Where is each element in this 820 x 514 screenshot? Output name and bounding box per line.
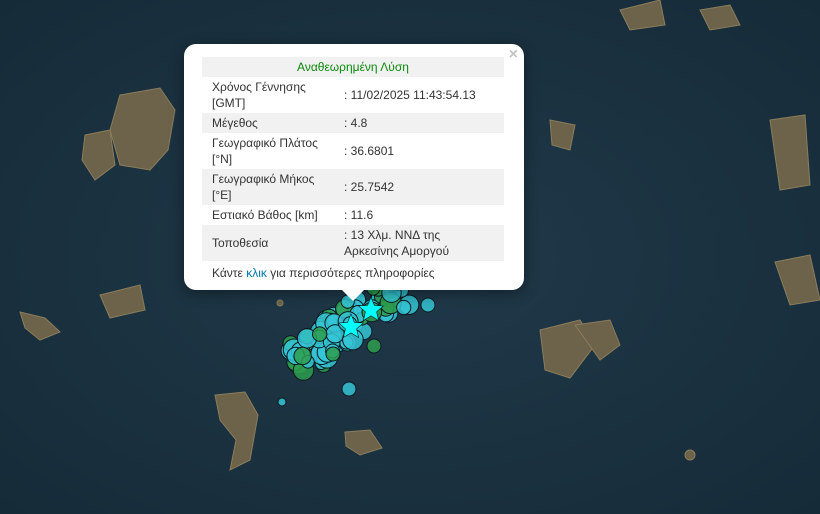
event-marker[interactable]	[341, 381, 357, 397]
island-east	[574, 319, 621, 361]
earthquake-popup: × Αναθεωρημένη Λύση Χρόνος Γέννησης [GMT…	[184, 44, 524, 290]
island-anafi	[344, 429, 383, 456]
islands	[19, 0, 820, 471]
event-details-table: Αναθεωρημένη Λύση Χρόνος Γέννησης [GMT]:…	[202, 57, 504, 283]
popup-title: Αναθεωρημένη Λύση	[202, 57, 504, 77]
island-naxos	[109, 87, 176, 171]
star-icon[interactable]	[337, 313, 365, 339]
row-origin-time: Χρόνος Γέννησης [GMT]: 11/02/2025 11:43:…	[212, 80, 476, 110]
event-marker[interactable]	[366, 338, 382, 354]
event-marker[interactable]	[325, 346, 341, 362]
event-marker[interactable]	[396, 299, 412, 316]
more-info: Κάντε κλικ για περισσότερες πληροφορίες	[212, 266, 435, 280]
island-paros	[81, 129, 116, 181]
more-info-link[interactable]: κλικ	[246, 266, 267, 280]
star-icon[interactable]	[357, 296, 385, 322]
close-icon[interactable]: ×	[508, 46, 518, 63]
event-marker[interactable]	[277, 397, 287, 407]
island-kos	[774, 254, 820, 306]
row-magnitude: Μέγεθος: 4.8	[202, 113, 504, 133]
row-latitude: Γεωγραφικό Πλάτος [°N]: 36.6801	[212, 136, 395, 166]
row-location: Τοποθεσία: 13 Χλμ. ΝΝΔ της Αρκεσίνης Αμο…	[202, 225, 504, 261]
island-amorgos-north	[619, 0, 666, 31]
island-santorini	[214, 391, 259, 471]
row-depth: Εστιακό Βάθος [km]: 11.6	[212, 208, 374, 222]
event-marker[interactable]	[312, 326, 328, 342]
popup-pointer	[341, 289, 365, 301]
island-north-mid	[549, 119, 576, 151]
island-east-mid	[769, 114, 811, 191]
island-sikinos	[19, 311, 61, 341]
row-longitude: Γεωγραφικό Μήκος [°E]: 25.7542	[202, 169, 504, 205]
event-marker[interactable]	[420, 297, 436, 313]
island-north-east	[699, 4, 741, 31]
island-ios	[99, 284, 146, 319]
event-marker[interactable]	[293, 346, 312, 366]
